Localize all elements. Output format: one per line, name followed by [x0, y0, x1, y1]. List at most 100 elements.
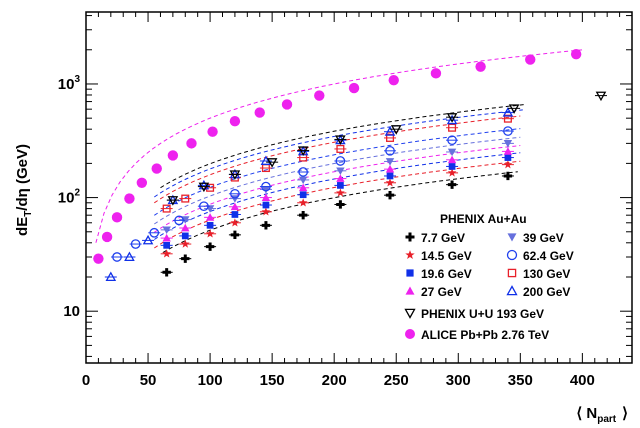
legend-title: PHENIX Au+Au — [440, 212, 527, 226]
data-point-200-gev — [105, 271, 117, 282]
data-point-62-4-gev — [230, 188, 240, 199]
x-tick-label: 250 — [384, 372, 409, 389]
legend-label-19-6-gev: 19.6 GeV — [421, 267, 472, 281]
data-points — [93, 48, 607, 282]
legend-marker-200-gev — [506, 285, 518, 296]
fit-curves — [95, 49, 583, 254]
data-point-alice-pb-pb-2-76-tev — [101, 231, 113, 243]
axis-ticks — [85, 12, 632, 363]
data-point-alice-pb-pb-2-76-tev — [254, 107, 265, 118]
data-point-14-5-gev — [180, 239, 190, 248]
data-point-phenix-u-u-193-gev — [595, 91, 607, 102]
data-point-7-7-gev — [503, 171, 513, 181]
data-point-alice-pb-pb-2-76-tev — [93, 253, 104, 264]
data-point-62-4-gev — [261, 181, 271, 192]
data-point-130-gev — [206, 183, 215, 192]
data-point-62-4-gev — [149, 227, 160, 238]
data-point-62-4-gev — [199, 201, 209, 212]
data-point-62-4-gev — [385, 145, 395, 156]
legend-marker-alice-pb-pb-2-76-tev — [405, 329, 415, 339]
y-axis-label: dET/dη (GeV) — [14, 144, 34, 236]
data-point-phenix-u-u-193-gev — [266, 158, 278, 168]
legend-marker-14-5-gev — [405, 250, 415, 259]
fit-curve-7-7-gev — [162, 171, 518, 254]
data-point-alice-pb-pb-2-76-tev — [111, 212, 123, 223]
data-point-200-gev — [384, 126, 396, 136]
data-point-62-4-gev — [130, 239, 141, 249]
data-point-130-gev — [181, 194, 190, 203]
data-point-27-gev — [230, 202, 240, 211]
data-point-14-5-gev — [503, 160, 513, 169]
legend-label-27-gev: 27 GeV — [421, 285, 462, 299]
data-point-phenix-u-u-193-gev — [297, 146, 309, 156]
data-point-7-7-gev — [298, 210, 308, 220]
data-point-alice-pb-pb-2-76-tev — [281, 99, 293, 110]
legend-label-130-gev: 130 GeV — [523, 267, 570, 281]
data-point-7-7-gev — [447, 180, 457, 189]
data-point-alice-pb-pb-2-76-tev — [124, 193, 135, 204]
data-point-alice-pb-pb-2-76-tev — [314, 90, 325, 101]
legend-label-alice-pb-pb-2-76-tev: ALICE Pb+Pb 2.76 TeV — [421, 328, 549, 342]
data-point-19-6-gev — [337, 182, 344, 189]
fit-curve-14-5-gev — [154, 160, 521, 249]
data-point-7-7-gev — [205, 242, 215, 251]
data-point-39-gev — [298, 176, 308, 185]
data-point-14-5-gev — [261, 207, 271, 216]
data-point-19-6-gev — [206, 221, 214, 229]
legend: PHENIX Au+Au 7.7 GeV 39 GeV 14.5 GeV 62.4 G… — [404, 212, 574, 342]
data-point-19-6-gev — [504, 154, 512, 161]
y-tick-label: 10 — [63, 303, 80, 320]
data-point-130-gev — [336, 144, 345, 153]
data-point-7-7-gev — [261, 221, 271, 230]
data-point-alice-pb-pb-2-76-tev — [388, 74, 399, 86]
legend-label-7-7-gev: 7.7 GeV — [421, 231, 465, 245]
data-point-14-5-gev — [162, 249, 172, 258]
data-point-phenix-u-u-193-gev — [335, 135, 346, 145]
data-point-200-gev — [198, 179, 210, 190]
y-tick-label: 103 — [58, 74, 81, 93]
data-point-27-gev — [181, 223, 190, 232]
data-point-130-gev — [448, 123, 457, 132]
data-point-27-gev — [298, 183, 308, 192]
legend-label-200-gev: 200 GeV — [523, 285, 570, 299]
data-point-62-4-gev — [503, 126, 513, 136]
legend-marker-27-gev — [405, 286, 415, 295]
fit-curve-130-gev — [154, 115, 521, 204]
data-point-phenix-u-u-193-gev — [390, 125, 402, 135]
data-point-phenix-u-u-193-gev — [198, 182, 210, 193]
data-point-alice-pb-pb-2-76-tev — [475, 61, 486, 72]
data-point-200-gev — [446, 114, 458, 125]
data-point-62-4-gev — [112, 252, 122, 262]
fit-curve-39-gev — [154, 136, 521, 225]
data-point-14-5-gev — [298, 198, 308, 207]
data-point-39-gev — [162, 226, 171, 235]
data-point-alice-pb-pb-2-76-tev — [570, 48, 582, 60]
data-point-39-gev — [503, 140, 513, 148]
data-point-27-gev — [336, 174, 345, 182]
plot-frame — [85, 11, 633, 364]
x-tick-label: 100 — [198, 372, 223, 389]
data-point-14-5-gev — [385, 178, 395, 187]
data-point-62-4-gev — [447, 135, 457, 146]
data-point-7-7-gev — [181, 254, 190, 263]
data-point-alice-pb-pb-2-76-tev — [229, 116, 241, 127]
data-point-27-gev — [205, 213, 215, 221]
data-point-19-6-gev — [231, 211, 239, 218]
legend-label-62-4-gev: 62.4 GeV — [523, 249, 574, 263]
data-point-19-6-gev — [181, 232, 189, 240]
legend-marker-7-7-gev — [405, 232, 415, 242]
fit-curve-alice-pb-pb-2-76-tev — [95, 49, 583, 243]
x-tick-label: 0 — [82, 372, 90, 389]
data-point-14-5-gev — [336, 188, 345, 197]
data-point-7-7-gev — [230, 230, 240, 240]
x-tick-label: 50 — [140, 372, 157, 389]
data-point-19-6-gev — [262, 201, 270, 209]
data-point-alice-pb-pb-2-76-tev — [167, 150, 179, 161]
data-point-14-5-gev — [205, 229, 215, 238]
data-point-27-gev — [503, 147, 513, 155]
fit-curve-62-4-gev — [154, 128, 521, 216]
data-point-62-4-gev — [298, 167, 309, 177]
data-point-phenix-u-u-193-gev — [446, 113, 458, 123]
data-point-14-5-gev — [230, 218, 240, 227]
